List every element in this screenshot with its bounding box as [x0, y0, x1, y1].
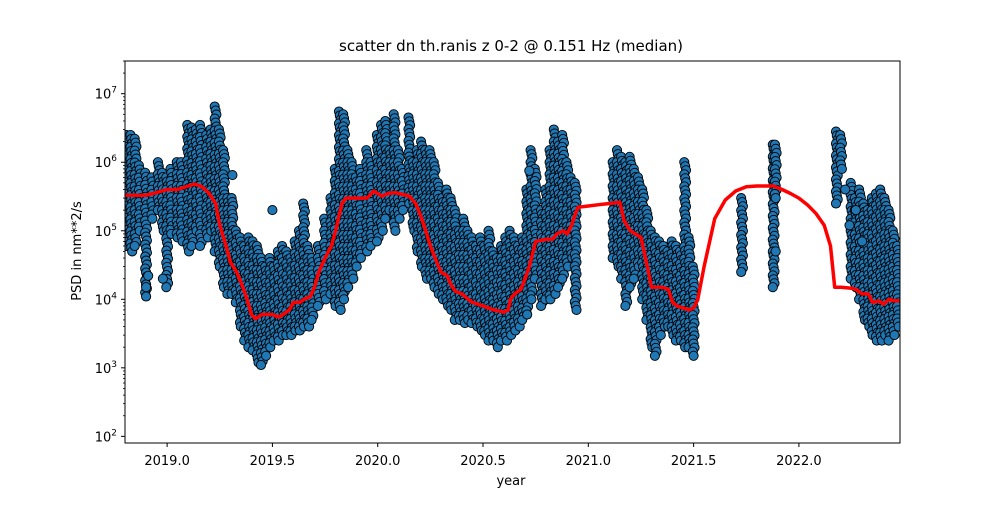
- scatter-point: [348, 273, 359, 284]
- y-tick-label: 102: [95, 428, 117, 445]
- y-tick-label: 103: [95, 360, 117, 377]
- scatter-point: [255, 359, 267, 371]
- scatter-point: [624, 282, 635, 293]
- scatter-point: [377, 225, 388, 236]
- scatter-point: [850, 205, 861, 216]
- scatter-point: [143, 270, 154, 281]
- scatter-point: [338, 294, 350, 305]
- scatter-point: [889, 330, 900, 341]
- scatter-point: [844, 220, 855, 231]
- scatter-point: [261, 350, 272, 361]
- scatter-point: [767, 282, 778, 293]
- scatter-point: [141, 291, 152, 302]
- scatter-point: [186, 240, 197, 252]
- scatter-point: [893, 321, 900, 332]
- y-tick-label: 106: [95, 154, 118, 171]
- x-tick-label: 2021.5: [671, 454, 717, 469]
- scatter-point: [770, 193, 781, 204]
- scatter-point: [571, 304, 582, 315]
- scatter-point: [522, 309, 533, 320]
- x-axis: 2019.0 2019.5 2020.0 2020.5 2021.0 2021.5 2022…: [144, 443, 822, 469]
- scatter-point: [312, 300, 323, 311]
- scatter-point: [655, 330, 666, 341]
- scatter-point: [526, 294, 537, 305]
- x-tick-label: 2022.0: [776, 454, 822, 469]
- scatter-point: [335, 304, 346, 315]
- x-tick-label: 2020.5: [460, 454, 506, 469]
- scatter-point: [836, 163, 847, 174]
- scatter-point: [688, 350, 699, 361]
- x-tick-label: 2020.0: [355, 454, 401, 469]
- scatter-point: [129, 240, 140, 252]
- scatter-point: [830, 198, 842, 209]
- x-tick-label: 2021.0: [566, 454, 612, 469]
- x-axis-label: year: [496, 474, 526, 489]
- scatter-point: [371, 236, 382, 247]
- scatter-point: [194, 240, 206, 252]
- scatter-point: [306, 314, 317, 325]
- y-axis-label: PSD in nm**2/s: [70, 201, 85, 301]
- scatter-point: [840, 184, 851, 195]
- scatter-point: [620, 300, 631, 311]
- scatter-point: [227, 170, 238, 181]
- y-tick-label: 107: [95, 86, 117, 103]
- scatter-point: [524, 165, 535, 176]
- x-tick-label: 2019.5: [250, 454, 296, 469]
- scatter-point: [161, 282, 172, 293]
- y-tick-label: 105: [95, 223, 117, 240]
- scatter-point: [380, 213, 391, 224]
- scatter-point: [147, 213, 158, 224]
- scatter-point: [628, 273, 639, 284]
- scatter-point: [267, 205, 278, 216]
- chart-title: scatter dn th.ranis z 0-2 @ 0.151 Hz (me…: [339, 37, 683, 55]
- y-tick-label: 104: [95, 291, 118, 308]
- scatter-point: [557, 273, 568, 284]
- x-tick-label: 2019.0: [144, 454, 190, 469]
- scatter-point: [390, 225, 401, 236]
- scatter-point: [736, 266, 747, 278]
- scatter-point: [141, 282, 152, 293]
- scatter-point: [649, 350, 660, 361]
- scatter-point: [394, 213, 405, 224]
- scatter-point: [770, 246, 781, 257]
- y-axis: 102 103 104 105 106 107: [95, 60, 125, 445]
- scatter-layer: [125, 101, 900, 371]
- scatter-point: [857, 236, 868, 247]
- scatter-point: [552, 282, 564, 293]
- scatter-point: [343, 282, 354, 293]
- scatter-point: [351, 261, 362, 272]
- scatter-point: [157, 273, 168, 284]
